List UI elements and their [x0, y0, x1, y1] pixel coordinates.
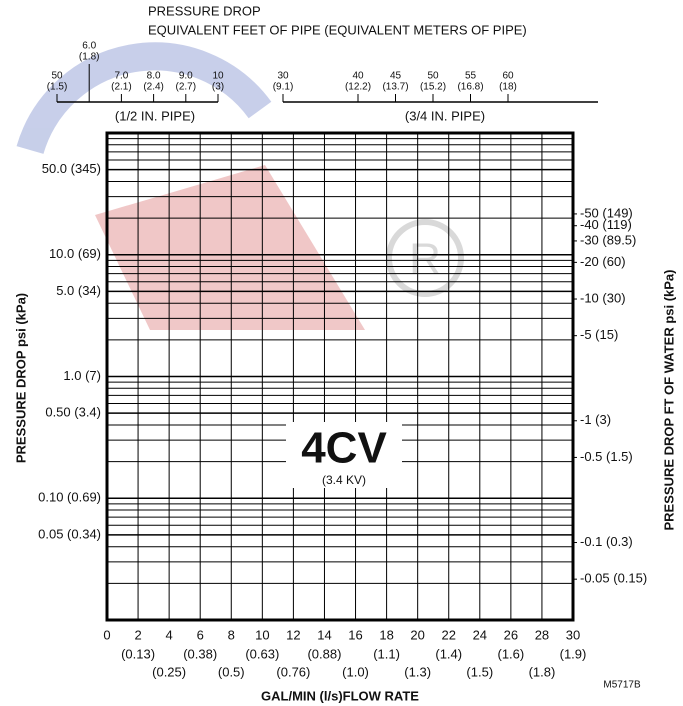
pipe-scale-label: 7.0	[114, 71, 128, 82]
y2-tick-label: -20 (60)	[580, 254, 626, 269]
x-tick-label: 10	[255, 627, 269, 642]
x-tick-metric-label: (1.5)	[466, 664, 493, 679]
y2-tick-label: -50 (149)	[580, 205, 633, 220]
x-tick-label: 18	[379, 627, 393, 642]
pipe-scale-metric-label: (1.5)	[47, 82, 68, 93]
y-tick-label: 1.0 (7)	[63, 368, 101, 383]
x-tick-label: 16	[348, 627, 362, 642]
x-tick-label: 2	[134, 627, 141, 642]
svg-text:R: R	[409, 235, 441, 284]
pipe-scale-label: 9.0	[179, 71, 193, 82]
x-tick-metric-label: (1.9)	[560, 646, 587, 661]
x-tick-metric-label: (0.88)	[307, 646, 341, 661]
pipe-scale-label: 55	[465, 71, 477, 82]
watermark: R	[16, 42, 464, 330]
pipe-scale-metric-label: (18)	[499, 82, 517, 93]
chart-title: PRESSURE DROP	[148, 3, 261, 18]
y-tick-label: 0.05 (0.34)	[38, 526, 101, 541]
pipe-scale-label: 40	[352, 71, 364, 82]
annotation-sub: (3.4 KV)	[322, 473, 366, 487]
pipe-scale-label: 10	[212, 71, 224, 82]
y-tick-label: 0.50 (3.4)	[45, 405, 101, 420]
pipe-scale-label: 60	[502, 71, 514, 82]
pipe-scale-metric-label: (1.8)	[79, 52, 100, 63]
y2-tick-label: -5 (15)	[580, 327, 618, 342]
plot-border	[105, 131, 575, 622]
x-tick-metric-label: (1.4)	[435, 646, 462, 661]
pipe-scale-metric-label: (3)	[212, 82, 224, 93]
x-tick-label: 4	[166, 627, 173, 642]
x-tick-label: 26	[504, 627, 518, 642]
x-tick-label: 20	[410, 627, 424, 642]
pipe-scale-name: (1/2 IN. PIPE)	[115, 108, 195, 123]
x-axis-label: GAL/MIN (l/s)FLOW RATE	[261, 688, 419, 703]
pipe-scale-label: 8.0	[147, 71, 161, 82]
y-tick-label: 50.0 (345)	[42, 161, 101, 176]
pipe-scale-label: 6.0	[82, 41, 96, 52]
y2-tick-label: -10 (30)	[580, 290, 626, 305]
figure-id: M5717B	[603, 680, 641, 691]
pipe-scale-metric-label: (2.4)	[143, 82, 164, 93]
pipe-scale-metric-label: (2.7)	[176, 82, 197, 93]
pipe-scale-metric-label: (12.2)	[345, 82, 371, 93]
x-tick-metric-label: (0.5)	[218, 664, 245, 679]
annotation-bg	[286, 422, 402, 488]
chart-subtitle: EQUIVALENT FEET OF PIPE (EQUIVALENT METE…	[148, 22, 527, 37]
x-tick-label: 24	[473, 627, 487, 642]
x-tick-metric-label: (1.8)	[529, 664, 556, 679]
pipe-scale-metric-label: (9.1)	[273, 82, 294, 93]
y2-tick-label: -0.1 (0.3)	[580, 534, 633, 549]
y2-axis-label: PRESSURE DROP FT OF WATER psi (kPa)	[661, 270, 676, 531]
x-tick-metric-label: (1.6)	[497, 646, 524, 661]
x-tick-label: 12	[286, 627, 300, 642]
y-tick-label: 0.10 (0.69)	[38, 490, 101, 505]
y2-tick-label: -0.05 (0.15)	[580, 571, 647, 586]
y-axis-label: PRESSURE DROP psi (kPa)	[13, 293, 28, 463]
pipe-scale-metric-label: (13.7)	[382, 82, 408, 93]
pipe-scale-label: 45	[390, 71, 402, 82]
x-tick-metric-label: (0.63)	[245, 646, 279, 661]
y-tick-label: 10.0 (69)	[49, 246, 101, 261]
y2-tick-label: -1 (3)	[580, 412, 611, 427]
x-tick-metric-label: (0.38)	[183, 646, 217, 661]
x-tick-label: 28	[535, 627, 549, 642]
x-tick-label: 22	[441, 627, 455, 642]
x-tick-metric-label: (1.3)	[404, 664, 431, 679]
x-tick-metric-label: (0.76)	[276, 664, 310, 679]
x-tick-label: 6	[197, 627, 204, 642]
pipe-scale-metric-label: (16.8)	[457, 82, 483, 93]
x-tick-label: 8	[228, 627, 235, 642]
y2-tick-label: -0.5 (1.5)	[580, 449, 633, 464]
pipe-scale-name: (3/4 IN. PIPE)	[405, 108, 485, 123]
pipe-scale-label: 30	[277, 71, 289, 82]
annotation: 4CV	[301, 424, 387, 473]
x-tick-metric-label: (1.1)	[373, 646, 400, 661]
x-tick-label: 14	[317, 627, 331, 642]
x-tick-metric-label: (0.13)	[121, 646, 155, 661]
pipe-scale-label: 50	[51, 71, 63, 82]
pipe-scale-metric-label: (15.2)	[420, 82, 446, 93]
x-tick-metric-label: (0.25)	[152, 664, 186, 679]
pipe-scale-metric-label: (2.1)	[111, 82, 132, 93]
y-tick-label: 5.0 (34)	[56, 283, 101, 298]
y2-tick-label: -40 (119)	[580, 217, 632, 232]
x-tick-label: 30	[566, 627, 580, 642]
x-tick-label: 0	[103, 627, 110, 642]
y2-tick-label: -30 (89.5)	[580, 232, 636, 247]
pipe-scale-label: 50	[427, 71, 439, 82]
x-tick-metric-label: (1.0)	[342, 664, 369, 679]
